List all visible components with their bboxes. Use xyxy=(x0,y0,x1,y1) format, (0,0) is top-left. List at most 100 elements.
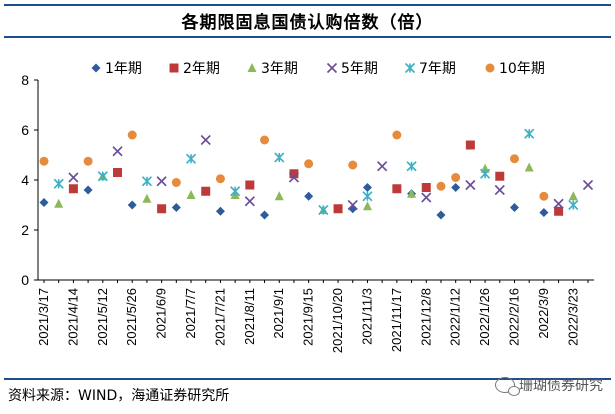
point-circle xyxy=(348,161,357,170)
point-star xyxy=(142,177,151,186)
watermark: 珊瑚债券研究 xyxy=(495,375,603,395)
x-tick-label: 2021/9/15 xyxy=(301,288,316,346)
point-x xyxy=(495,186,504,195)
chart-title: 各期限固息国债认购倍数（倍） xyxy=(0,8,615,34)
point-diamond xyxy=(128,201,137,210)
point-square xyxy=(466,141,475,150)
point-diamond xyxy=(304,192,313,201)
legend-label: 1年期 xyxy=(105,61,142,77)
point-square xyxy=(392,184,401,193)
point-star xyxy=(481,169,490,178)
legend-marker-triangle xyxy=(248,63,257,72)
point-diamond xyxy=(260,211,269,220)
x-tick-label: 2022/3/9 xyxy=(536,288,551,339)
x-tick-label: 2021/11/17 xyxy=(389,288,404,352)
y-tick-label: 6 xyxy=(21,122,29,138)
point-x xyxy=(378,162,387,171)
legend-label: 10年期 xyxy=(499,61,545,77)
x-tick-label: 2022/1/12 xyxy=(448,288,463,346)
point-triangle xyxy=(54,199,63,208)
y-tick-label: 8 xyxy=(21,72,29,88)
point-square xyxy=(113,168,122,177)
point-x xyxy=(584,181,593,190)
point-circle xyxy=(128,131,137,140)
source-note: 资料来源：WIND，海通证券研究所 xyxy=(8,385,229,405)
point-square xyxy=(69,184,78,193)
point-circle xyxy=(40,157,49,166)
x-tick-label: 2021/5/26 xyxy=(124,288,139,346)
point-circle xyxy=(436,182,445,191)
point-circle xyxy=(216,174,225,183)
point-triangle xyxy=(525,163,534,172)
point-square xyxy=(245,181,254,190)
point-star xyxy=(569,201,578,210)
x-tick-label: 2021/8/11 xyxy=(242,288,257,345)
point-star xyxy=(407,162,416,171)
point-star xyxy=(187,154,196,163)
x-tick-label: 2021/7/7 xyxy=(183,288,198,339)
point-star xyxy=(275,153,284,162)
point-square xyxy=(422,183,431,192)
point-star xyxy=(363,192,372,201)
y-tick-label: 4 xyxy=(21,172,29,188)
x-tick-label: 2021/3/17 xyxy=(36,288,51,346)
point-x xyxy=(69,173,78,182)
x-tick-label: 2021/4/14 xyxy=(65,288,80,346)
point-diamond xyxy=(172,203,181,212)
point-square xyxy=(334,204,343,213)
x-tick-label: 2022/1/26 xyxy=(477,288,492,346)
point-square xyxy=(157,204,166,213)
point-diamond xyxy=(436,211,445,220)
point-diamond xyxy=(216,207,225,216)
point-triangle xyxy=(187,190,196,199)
point-circle xyxy=(84,157,93,166)
x-tick-label: 2021/9/1 xyxy=(271,288,286,339)
point-x xyxy=(422,193,431,202)
point-square xyxy=(201,187,210,196)
point-diamond xyxy=(539,208,548,217)
point-star xyxy=(319,206,328,215)
point-x xyxy=(113,147,122,156)
x-tick-label: 2022/2/16 xyxy=(506,288,521,346)
point-circle xyxy=(451,173,460,182)
point-triangle xyxy=(569,191,578,200)
legend-label: 3年期 xyxy=(261,61,298,77)
point-x xyxy=(466,181,475,190)
point-triangle xyxy=(363,201,372,210)
legend-label: 7年期 xyxy=(419,61,456,77)
wechat-icon xyxy=(495,377,515,393)
y-tick-label: 2 xyxy=(21,222,29,238)
legend-label: 2年期 xyxy=(183,61,220,77)
legend-marker-diamond xyxy=(92,64,101,73)
point-x xyxy=(157,177,166,186)
point-circle xyxy=(304,159,313,168)
x-tick-label: 2021/7/21 xyxy=(212,288,227,346)
point-star xyxy=(231,187,240,196)
point-circle xyxy=(172,178,181,187)
legend-marker-star xyxy=(406,64,415,73)
x-tick-label: 2022/3/23 xyxy=(565,288,580,346)
point-diamond xyxy=(363,183,372,192)
point-x xyxy=(245,197,254,206)
watermark-text: 珊瑚债券研究 xyxy=(519,375,603,395)
point-circle xyxy=(510,154,519,163)
point-star xyxy=(54,179,63,188)
top-rule xyxy=(4,4,611,6)
point-circle xyxy=(260,136,269,145)
point-diamond xyxy=(451,183,460,192)
legend-marker-square xyxy=(170,64,179,73)
title-rule xyxy=(4,36,611,38)
point-x xyxy=(201,136,210,145)
point-square xyxy=(554,207,563,216)
point-circle xyxy=(539,192,548,201)
point-square xyxy=(495,172,504,181)
point-star xyxy=(525,129,534,138)
x-tick-label: 2021/5/12 xyxy=(95,288,110,346)
point-diamond xyxy=(510,203,519,212)
point-diamond xyxy=(84,186,93,195)
point-triangle xyxy=(142,194,151,203)
point-star xyxy=(98,172,107,181)
y-tick-label: 0 xyxy=(21,272,29,288)
point-diamond xyxy=(40,198,49,207)
legend-label: 5年期 xyxy=(341,61,378,77)
